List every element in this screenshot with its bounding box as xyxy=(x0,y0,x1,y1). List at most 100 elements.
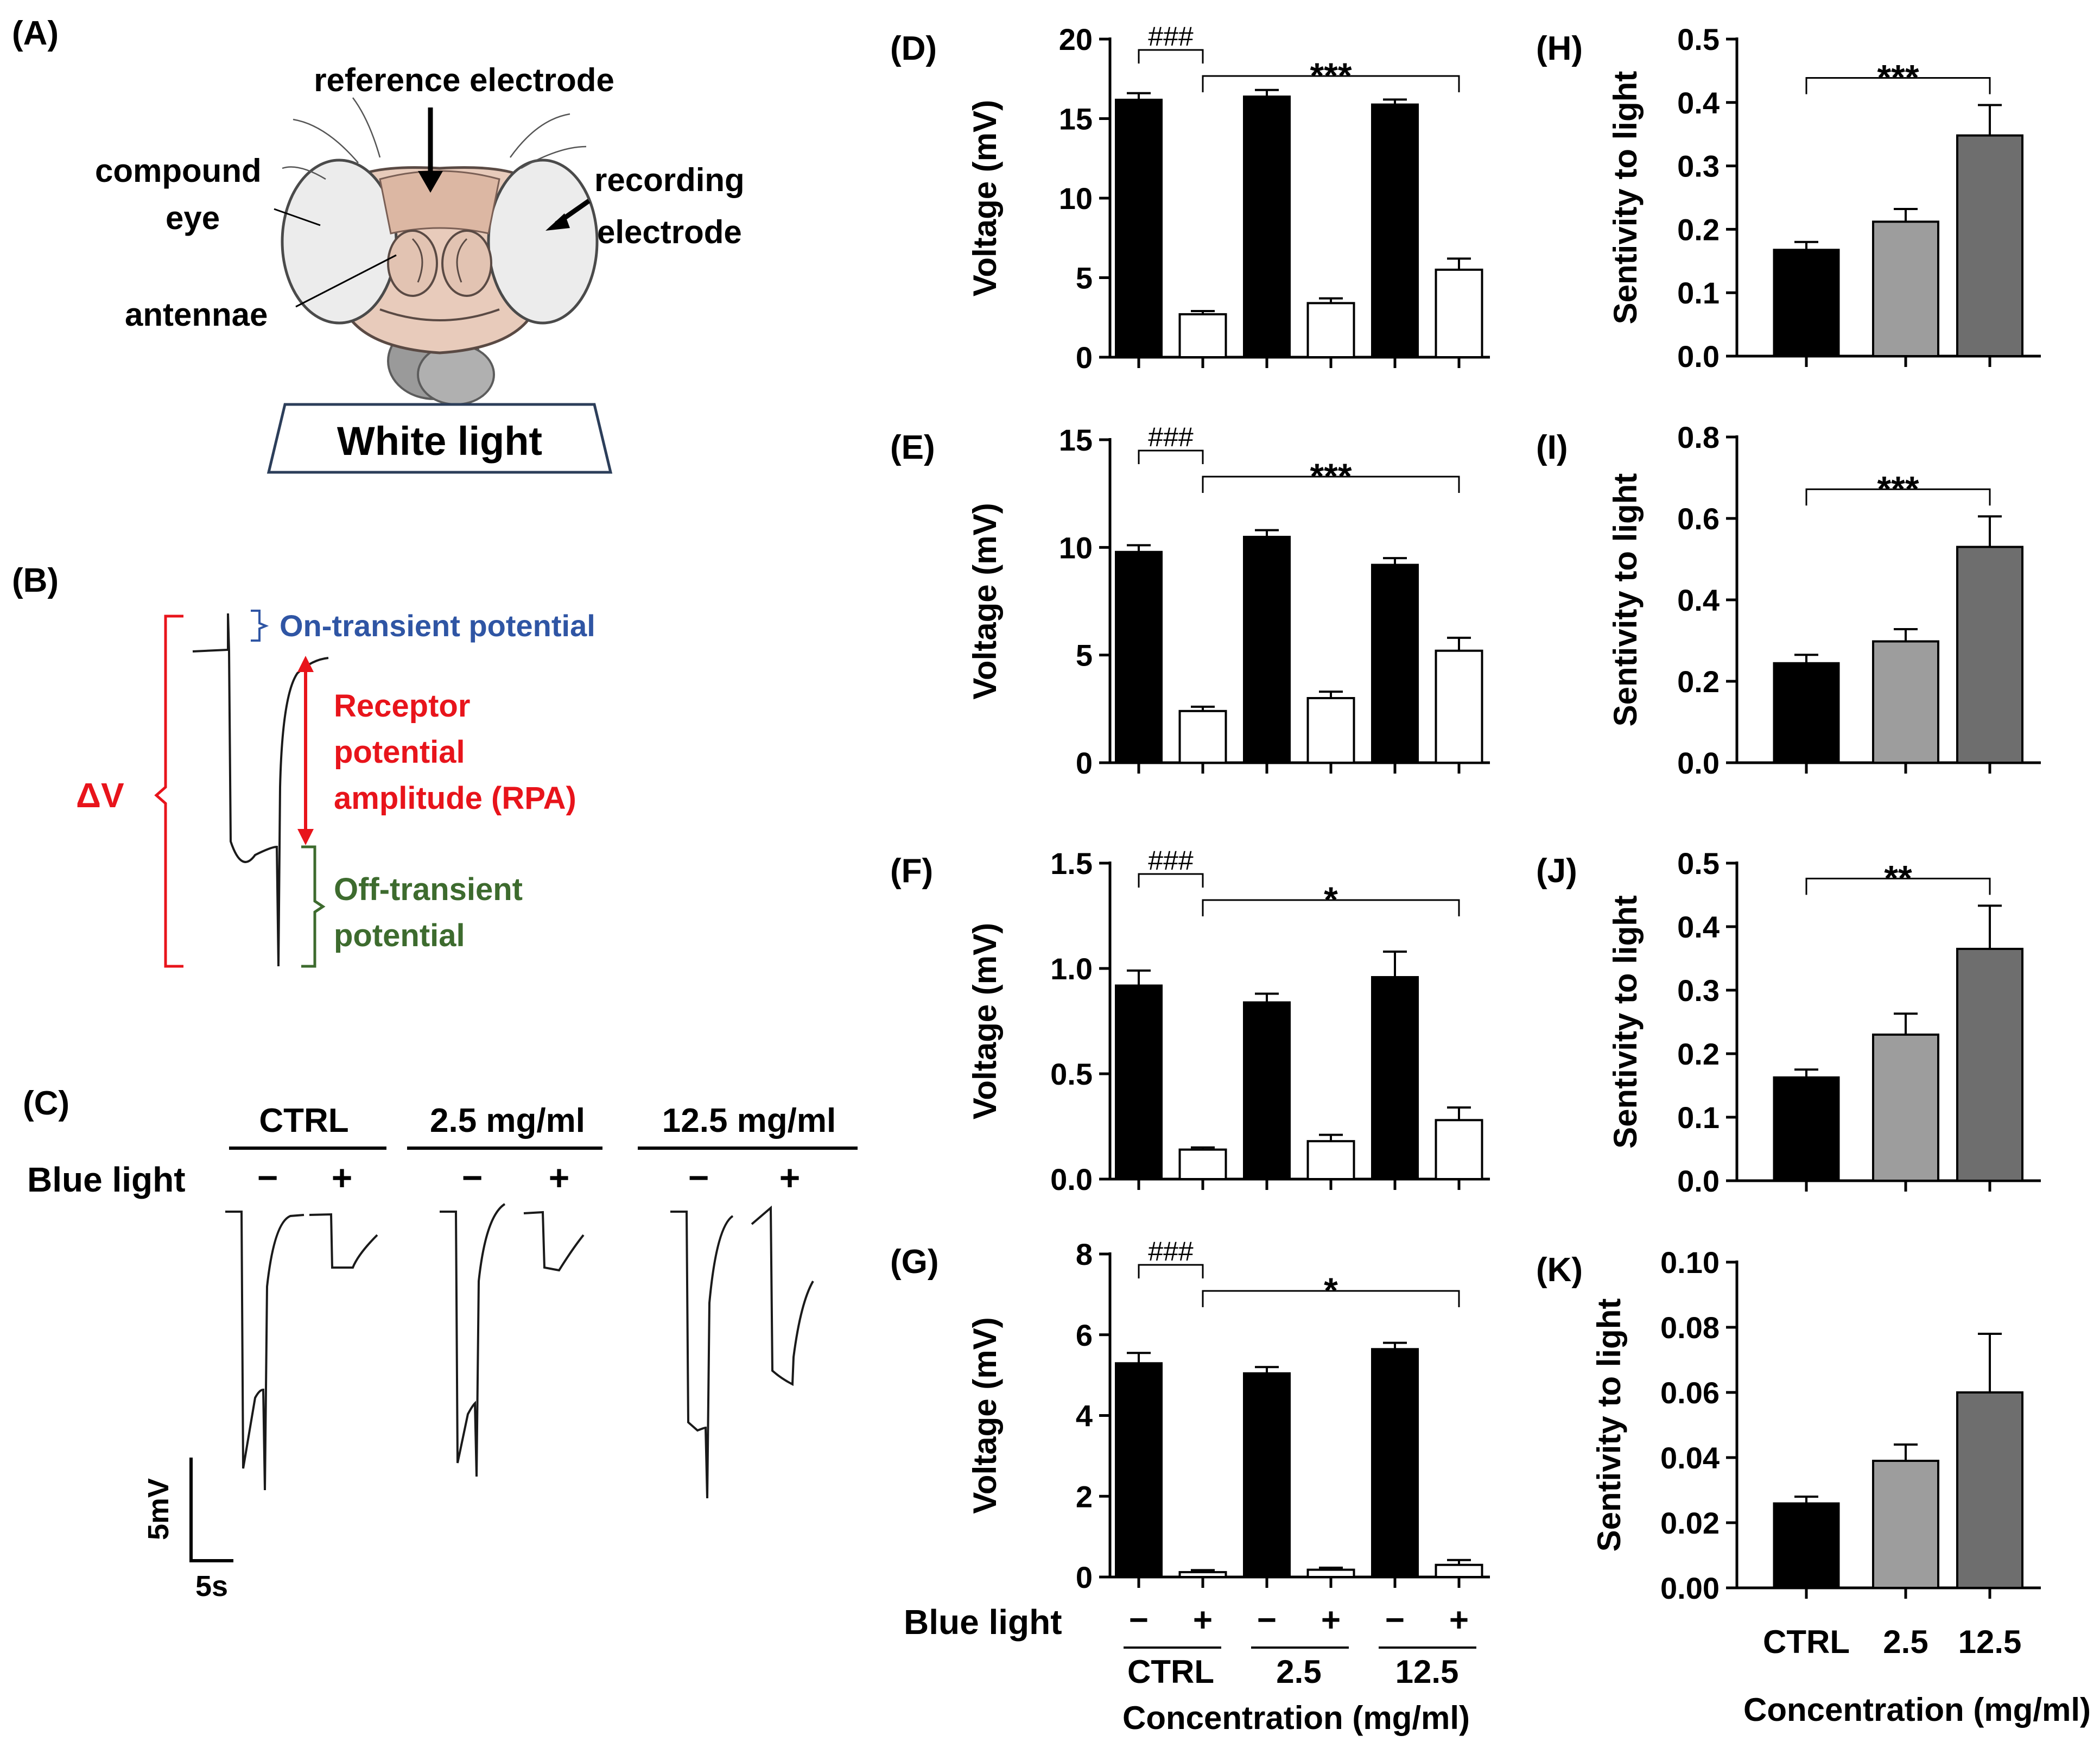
significance-bracket xyxy=(1138,1264,1204,1278)
panel-c: (C) CTRL 2.5 mg/ml 12.5 mg/ml Blue light… xyxy=(23,1085,858,1603)
chart-e: (E) Voltage (mV) 0 5 10 15 ### *** xyxy=(890,422,1490,780)
bar-5 xyxy=(1371,1348,1419,1578)
panel-d-letter: (D) xyxy=(890,30,937,67)
y-tick-label: 0.4 xyxy=(1677,910,1720,944)
compound-eye-pointer xyxy=(274,208,321,226)
bar-2 xyxy=(1872,1460,1939,1589)
recording-label: recording xyxy=(594,162,745,198)
sensitivity-x-axis-labels: CTRL 2.5 12.5 Concentration (mg/ml) xyxy=(1743,1624,2091,1728)
c12-5-plus-label: + xyxy=(1449,1601,1469,1639)
panel-h-letter: (H) xyxy=(1536,30,1583,67)
bar-3 xyxy=(1956,134,2023,357)
panel-j-letter: (J) xyxy=(1536,852,1577,890)
panel-g-letter: (G) xyxy=(890,1243,939,1281)
c2-5-plus: + xyxy=(549,1157,570,1198)
ctrl-plus: + xyxy=(332,1157,353,1198)
panel-c-letter: (C) xyxy=(23,1085,69,1122)
sens-cat-12-5: 12.5 xyxy=(1958,1624,2022,1660)
sens-cat-ctrl: CTRL xyxy=(1763,1624,1850,1660)
receptor-label-1: Receptor xyxy=(334,688,470,724)
white-light-label: White light xyxy=(337,419,542,464)
bar-4 xyxy=(1306,697,1355,764)
blue-light-label: Blue light xyxy=(904,1603,1062,1642)
bar-5 xyxy=(1371,563,1419,764)
y-tick-label: 5 xyxy=(1076,261,1093,295)
y-axis-label: Voltage (mV) xyxy=(967,1317,1003,1513)
reference-electrode-label: reference electrode xyxy=(314,62,614,98)
y-tick-label: 0.2 xyxy=(1677,212,1720,246)
y-tick-label: 6 xyxy=(1076,1318,1093,1352)
y-tick-label: 0 xyxy=(1076,340,1093,375)
panel-a-letter: (A) xyxy=(12,15,59,52)
significance-bracket xyxy=(1202,899,1460,916)
reference-electrode-arrow-head xyxy=(418,171,443,193)
bar-4 xyxy=(1306,302,1355,359)
significance-label: ### xyxy=(1148,422,1194,452)
significance-bracket xyxy=(1202,1290,1460,1307)
panel-b-letter: (B) xyxy=(12,562,59,599)
bar-3 xyxy=(1243,95,1291,358)
bar-5 xyxy=(1371,976,1419,1180)
significance-bracket xyxy=(1138,873,1204,888)
y-tick-label: 0.8 xyxy=(1677,420,1720,454)
blue-light-label-c: Blue light xyxy=(27,1160,186,1199)
bar-4 xyxy=(1306,1568,1355,1579)
c2-5-minus: − xyxy=(462,1157,483,1198)
significance-bracket xyxy=(1805,488,1991,506)
trace-12-5-dark xyxy=(670,1211,734,1499)
on-transient-label: On-transient potential xyxy=(280,609,595,643)
bar-2 xyxy=(1872,220,1939,357)
bar-2 xyxy=(1872,1033,1939,1182)
bar-3 xyxy=(1956,947,2023,1182)
bar-3 xyxy=(1243,1372,1291,1578)
bar-1 xyxy=(1115,1362,1163,1578)
chart-g: (G) Voltage (mV) 0 2 4 6 8 ### * xyxy=(890,1236,1490,1594)
y-tick-label: 0.02 xyxy=(1660,1506,1720,1540)
off-transient-label-2: potential xyxy=(334,918,465,953)
y-tick-label: 0.0 xyxy=(1677,1164,1720,1198)
y-tick-label: 0.2 xyxy=(1677,1037,1720,1071)
bar-4 xyxy=(1306,1140,1355,1180)
bar-6 xyxy=(1435,1563,1483,1578)
y-tick-label: 10 xyxy=(1059,530,1093,565)
trace-2-5-dark xyxy=(440,1203,506,1477)
y-tick-label: 0 xyxy=(1076,1560,1093,1594)
y-axis-label: Voltage (mV) xyxy=(967,503,1003,699)
y-tick-label: 2 xyxy=(1076,1479,1093,1513)
y-tick-label: 0.3 xyxy=(1677,149,1720,183)
bar-6 xyxy=(1435,649,1483,764)
bar-6 xyxy=(1435,268,1483,358)
group-12-5-label: 12.5 mg/ml xyxy=(662,1102,836,1139)
chart-f: (F) Voltage (mV) 0.0 0.5 1.0 1.5 ### * xyxy=(890,845,1490,1196)
y-tick-label: 15 xyxy=(1059,102,1093,136)
y-axis-label: Sentivity to light xyxy=(1607,895,1644,1149)
scale-bar-voltage-label: 5mV xyxy=(142,1478,175,1540)
y-tick-label: 0.04 xyxy=(1660,1441,1720,1475)
y-tick-label: 0.5 xyxy=(1677,846,1720,881)
y-tick-label: 0.4 xyxy=(1677,86,1720,120)
y-axis-label: Sentivity to light xyxy=(1591,1299,1627,1552)
off-transient-bracket xyxy=(301,845,326,968)
significance-label: ### xyxy=(1148,845,1194,876)
chart-d: (D) Voltage (mV) 0 5 10 15 20 ### *** xyxy=(890,21,1490,375)
y-tick-label: 0.10 xyxy=(1660,1245,1720,1280)
panel-i-letter: (I) xyxy=(1536,429,1568,466)
significance-label: *** xyxy=(1877,57,1919,97)
bar-2 xyxy=(1178,313,1227,359)
y-axis-label: Sentivity to light xyxy=(1607,71,1644,325)
y-tick-label: 20 xyxy=(1059,22,1093,56)
bar-1 xyxy=(1773,249,1840,357)
electrode-label: electrode xyxy=(597,214,742,250)
significance-bracket xyxy=(1202,476,1460,493)
y-tick-label: 0.5 xyxy=(1677,22,1720,56)
significance-bracket xyxy=(1805,77,1991,94)
receptor-label-3: amplitude (RPA) xyxy=(334,781,576,816)
significance-label: * xyxy=(1324,1270,1338,1310)
panel-e-letter: (E) xyxy=(890,429,935,466)
y-tick-label: 0.2 xyxy=(1677,664,1720,699)
panel-b: (B) ΔV On-transient potential Receptor p… xyxy=(12,562,595,968)
chart-i: (I) Sentivity to light 0.0 0.2 0.4 0.6 0.8 *** xyxy=(1536,420,2041,780)
trace-12-5-blue xyxy=(751,1205,814,1386)
